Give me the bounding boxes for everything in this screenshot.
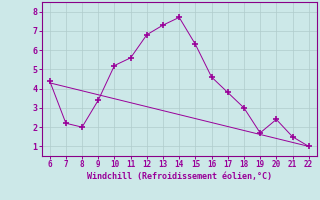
X-axis label: Windchill (Refroidissement éolien,°C): Windchill (Refroidissement éolien,°C): [87, 172, 272, 181]
